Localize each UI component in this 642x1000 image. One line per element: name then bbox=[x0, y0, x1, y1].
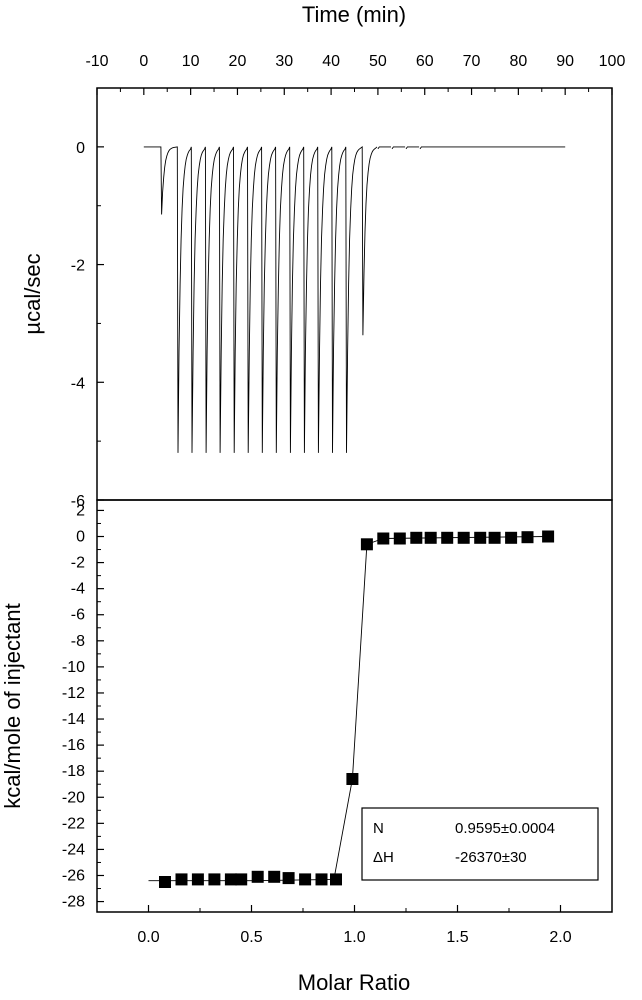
legend-key-n: N bbox=[373, 820, 384, 837]
time-tick-label: 20 bbox=[229, 53, 247, 70]
data-point bbox=[268, 870, 281, 883]
time-axis-ticks: -10 0 10 20 30 40 50 60 70 80 90 100 bbox=[85, 53, 625, 95]
enthalpy-tick-label: -8 bbox=[71, 633, 85, 650]
thermogram-trace bbox=[143, 145, 566, 453]
enthalpy-tick-label: -28 bbox=[62, 894, 85, 911]
legend-value-dh: -26370±30 bbox=[455, 849, 527, 866]
legend-value-n: 0.9595±0.0004 bbox=[455, 820, 555, 837]
enthalpy-tick-label: -18 bbox=[62, 763, 85, 780]
enthalpy-tick-label: -2 bbox=[71, 555, 85, 572]
molar-ratio-tick-label: 2.0 bbox=[549, 929, 571, 946]
time-tick-label: 30 bbox=[275, 53, 293, 70]
data-point bbox=[191, 873, 204, 886]
fit-parameters-legend: N 0.9595±0.0004 ΔH -26370±30 bbox=[361, 807, 599, 881]
thermogram-frame bbox=[96, 87, 613, 501]
time-tick-label: 90 bbox=[556, 53, 574, 70]
power-tick-label: -2 bbox=[71, 258, 85, 275]
power-tick-label: -6 bbox=[71, 493, 85, 510]
data-point bbox=[208, 873, 221, 886]
time-axis-title: Time (min) bbox=[302, 2, 406, 27]
data-point bbox=[224, 873, 237, 886]
enthalpy-tick-label: -26 bbox=[62, 867, 85, 884]
time-tick-label: 10 bbox=[182, 53, 200, 70]
data-point bbox=[282, 872, 295, 885]
time-tick-label: 100 bbox=[599, 53, 626, 70]
data-point bbox=[521, 531, 534, 544]
binding-isotherm-panel: 0.0 0.5 1.0 1.5 2.0 2 0 -2 -4 -6 -8 -10 -12 -14 -16 -1… bbox=[0, 499, 613, 995]
enthalpy-tick-label: -4 bbox=[71, 581, 85, 598]
data-point bbox=[315, 873, 328, 886]
enthalpy-axis-title: kcal/mole of injectant bbox=[0, 603, 25, 808]
data-point bbox=[175, 873, 188, 886]
molar-ratio-tick-label: 1.0 bbox=[343, 929, 365, 946]
time-tick-label: 60 bbox=[416, 53, 434, 70]
molar-ratio-axis-ticks: 0.0 0.5 1.0 1.5 2.0 bbox=[96, 905, 613, 946]
data-point bbox=[505, 531, 518, 544]
data-point bbox=[424, 531, 437, 544]
data-point bbox=[542, 530, 555, 543]
molar-ratio-tick-label: 1.5 bbox=[446, 929, 468, 946]
data-point bbox=[410, 531, 423, 544]
data-point bbox=[377, 532, 390, 545]
enthalpy-tick-label: 0 bbox=[76, 529, 85, 546]
enthalpy-tick-label: -20 bbox=[62, 789, 85, 806]
time-tick-label: -10 bbox=[85, 53, 108, 70]
power-axis-ticks: 0 -2 -4 -6 bbox=[71, 140, 104, 510]
data-point bbox=[330, 873, 342, 886]
time-tick-label: 70 bbox=[463, 53, 481, 70]
time-tick-label: 40 bbox=[322, 53, 340, 70]
data-point bbox=[346, 773, 359, 785]
power-tick-label: 0 bbox=[76, 140, 85, 157]
legend-box bbox=[361, 807, 599, 881]
data-point bbox=[441, 531, 454, 544]
time-tick-label: 50 bbox=[369, 53, 387, 70]
data-point bbox=[235, 873, 248, 886]
data-point bbox=[488, 531, 501, 544]
enthalpy-tick-label: -24 bbox=[62, 841, 85, 858]
legend-key-dh: ΔH bbox=[373, 849, 394, 866]
enthalpy-tick-label: -12 bbox=[62, 685, 85, 702]
thermogram-panel: -10 0 10 20 30 40 50 60 70 80 90 100 0 -2 -4 -6 Time (… bbox=[20, 2, 625, 510]
data-point bbox=[299, 873, 312, 886]
enthalpy-tick-label: -22 bbox=[62, 815, 85, 832]
data-point bbox=[393, 532, 406, 545]
enthalpy-tick-label: -6 bbox=[71, 607, 85, 624]
integrated-heat-points bbox=[159, 530, 555, 888]
power-tick-label: -4 bbox=[71, 375, 85, 392]
molar-ratio-tick-label: 0.5 bbox=[240, 929, 262, 946]
power-axis-title: µcal/sec bbox=[20, 253, 45, 334]
time-tick-label: 0 bbox=[139, 53, 148, 70]
enthalpy-tick-label: 2 bbox=[76, 502, 85, 519]
enthalpy-tick-label: -10 bbox=[62, 659, 85, 676]
data-point bbox=[360, 538, 373, 551]
enthalpy-axis-ticks: 2 0 -2 -4 -6 -8 -10 -12 -14 -16 -18 -20 -22 -24 -26 -28 bbox=[62, 502, 104, 911]
molar-ratio-tick-label: 0.0 bbox=[137, 929, 159, 946]
data-point bbox=[474, 531, 487, 544]
data-point bbox=[251, 870, 264, 883]
data-point bbox=[457, 531, 470, 544]
enthalpy-tick-label: -16 bbox=[62, 737, 85, 754]
data-point bbox=[159, 876, 171, 888]
time-tick-label: 80 bbox=[509, 53, 527, 70]
enthalpy-tick-label: -14 bbox=[62, 711, 85, 728]
molar-ratio-axis-title: Molar Ratio bbox=[298, 970, 410, 995]
